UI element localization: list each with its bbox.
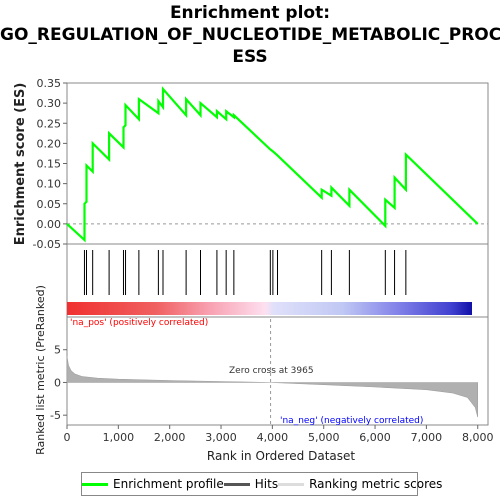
legend-ranking-item: Ranking metric scores — [278, 477, 442, 491]
enrichment-profile-line — [66, 86, 479, 243]
es-axis-title: Enrichment score (ES) — [13, 83, 28, 246]
es-ytick-label-3: 0.10 — [37, 178, 62, 191]
es-ytick-label-0: -0.05 — [33, 238, 61, 251]
es-ytick-label-7: 0.30 — [37, 97, 62, 110]
legend-hits-label: Hits — [254, 477, 279, 491]
xtick-label-4: 4,000 — [257, 431, 289, 444]
legend-ranking-label: Ranking metric scores — [309, 477, 443, 491]
legend-enrichment-swatch — [82, 482, 108, 486]
es-ytick-label-5: 0.20 — [37, 137, 62, 150]
xtick-label-0: 0 — [64, 431, 71, 444]
hits-layer — [83, 250, 407, 295]
metric-ytick-label-0: -5 — [50, 409, 61, 422]
ranking-metric-area — [66, 356, 478, 418]
es-ytick-label-1: 0.00 — [37, 218, 62, 231]
metric-layer: -5 0 5 — [50, 319, 478, 425]
metric-ytick-label-1: 0 — [54, 376, 61, 389]
chart-title: Enrichment plot: GO_REGULATION_OF_NUCLEO… — [0, 2, 500, 68]
enrichment-chart: -0.05 0.00 0.05 0.10 0.15 0.20 0.25 0.30 0.35 -5… — [13, 77, 494, 463]
es-ytick-label-6: 0.25 — [37, 117, 62, 130]
title-line-1: Enrichment plot: — [169, 3, 331, 23]
xtick-label-7: 7,000 — [411, 431, 443, 444]
neg-label: 'na_neg' (negatively correlated) — [280, 416, 423, 426]
xtick-label-5: 5,000 — [308, 431, 340, 444]
xtick-label-2: 2,000 — [154, 431, 186, 444]
legend-enrichment-item: Enrichment profile — [82, 477, 224, 491]
legend-hits-item: Hits — [223, 477, 279, 491]
title-line-2: GO_REGULATION_OF_NUCLEOTIDE_METABOLIC_PR… — [0, 25, 500, 45]
legend-hits-swatch — [223, 482, 250, 486]
title-line-3: ESS — [232, 47, 268, 67]
legend: Enrichment profile Hits Ranking metric s… — [81, 472, 442, 496]
pos-label: 'na_pos' (positively correlated) — [70, 318, 208, 328]
xtick-label-1: 1,000 — [103, 431, 135, 444]
es-ytick-label-8: 0.35 — [37, 77, 62, 90]
metric-ytick-label-2: 5 — [54, 344, 61, 357]
x-axis: 0 1,000 2,000 3,000 4,000 5,000 6,000 7,000 8,00… — [64, 425, 494, 444]
legend-enrichment-label: Enrichment profile — [113, 477, 224, 491]
es-panel — [66, 82, 489, 245]
es-layer: -0.05 0.00 0.05 0.10 0.15 0.20 0.25 0.30 0.35 — [33, 77, 488, 251]
ranking-color-bar — [67, 302, 472, 315]
es-ytick-label-4: 0.15 — [37, 158, 62, 171]
x-axis-title: Rank in Ordered Dataset — [207, 449, 355, 463]
legend-ranking-swatch — [278, 482, 305, 486]
xtick-label-3: 3,000 — [205, 431, 237, 444]
xtick-label-6: 6,000 — [359, 431, 391, 444]
metric-axis-title: Ranked list metric (PreRanked) — [34, 285, 47, 455]
es-ytick-label-2: 0.05 — [37, 198, 62, 211]
xtick-label-8: 8,000 — [462, 431, 494, 444]
zero-cross-label: Zero cross at 3965 — [229, 366, 314, 376]
